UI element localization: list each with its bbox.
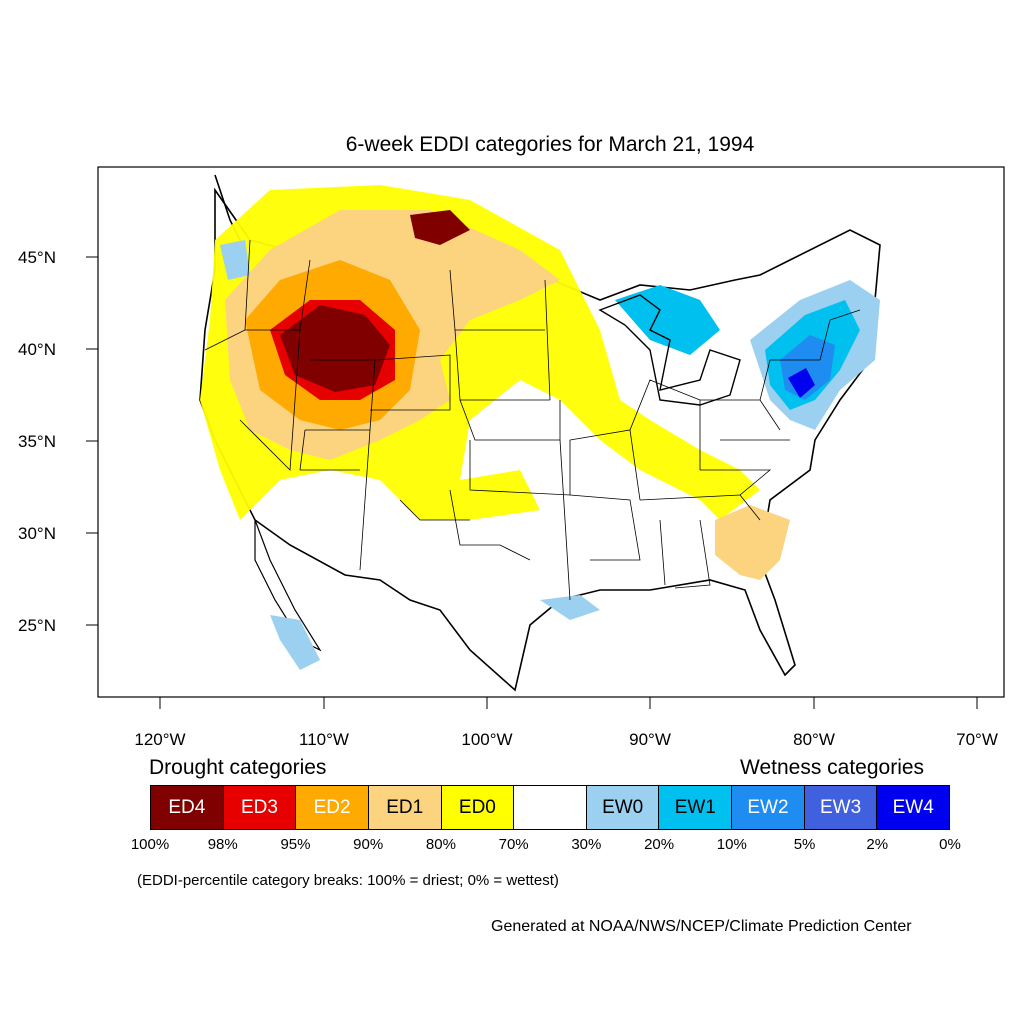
- lat-label: 45°N: [18, 248, 56, 267]
- legend-swatch-ed4: ED4: [151, 786, 224, 829]
- legend-swatch-ew3: EW3: [804, 786, 878, 829]
- longitude-axis: 120°W 110°W 100°W 90°W 80°W 70°W: [134, 697, 998, 749]
- break-label: 100%: [130, 836, 170, 853]
- break-label: 2%: [866, 836, 889, 853]
- lon-label: 90°W: [629, 730, 671, 749]
- lon-label: 120°W: [134, 730, 185, 749]
- break-label: 98%: [207, 836, 238, 853]
- lat-label: 40°N: [18, 340, 56, 359]
- break-label: 80%: [425, 836, 456, 853]
- legend-swatch-ed2: ED2: [296, 786, 369, 829]
- legend-swatch-ew2: EW2: [732, 786, 805, 829]
- category-legend-bar: ED4 ED3 ED2 ED1 ED0 EW0 EW1 EW2 EW3 EW4: [150, 785, 950, 830]
- break-label: 20%: [644, 836, 675, 853]
- break-label: 30%: [571, 836, 602, 853]
- ed1-region-se: [715, 505, 790, 580]
- great-lakes: [598, 294, 741, 406]
- wetness-categories-heading: Wetness categories: [740, 756, 925, 779]
- ed4-region-north: [410, 210, 470, 245]
- map-frame: [97, 166, 1005, 698]
- legend-swatch-neutral: [514, 786, 587, 829]
- ed4-region: [280, 305, 390, 392]
- lat-label: 30°N: [18, 524, 56, 543]
- lon-label: 70°W: [956, 730, 998, 749]
- lon-label: 110°W: [299, 730, 349, 749]
- credit-line: Generated at NOAA/NWS/NCEP/Climate Predi…: [491, 918, 912, 935]
- ew-region-lakes: [615, 285, 720, 355]
- lat-label: 35°N: [18, 432, 56, 451]
- state-boundaries: [204, 239, 861, 601]
- break-label: 90%: [353, 836, 384, 853]
- drought-categories-heading: Drought categories: [149, 756, 327, 779]
- legend-swatch-ed3: ED3: [223, 786, 297, 829]
- lat-label: 25°N: [18, 616, 56, 635]
- break-label: 0%: [939, 836, 961, 853]
- break-label: 95%: [280, 836, 311, 853]
- lon-label: 100°W: [461, 730, 512, 749]
- break-label: 70%: [498, 836, 529, 853]
- ew-region-pnw: [220, 240, 250, 280]
- lon-label: 80°W: [793, 730, 835, 749]
- legend-swatch-ew1: EW1: [659, 786, 733, 829]
- break-label: 5%: [793, 836, 816, 853]
- legend-swatch-ew0: EW0: [586, 786, 660, 829]
- category-breaks-note: (EDDI-percentile category breaks: 100% =…: [137, 872, 559, 889]
- ew-region-gulf: [540, 595, 600, 620]
- break-label: 10%: [716, 836, 747, 853]
- legend-swatch-ed1: ED1: [368, 786, 442, 829]
- ew4-region-ne: [788, 368, 815, 398]
- legend-swatch-ew4: EW4: [877, 786, 950, 829]
- map-title: 6-week EDDI categories for March 21, 199…: [345, 133, 755, 156]
- ew-region-baja: [270, 615, 320, 670]
- legend-swatch-ed0: ED0: [441, 786, 515, 829]
- latitude-axis: 45°N 40°N 35°N 30°N 25°N: [18, 248, 98, 635]
